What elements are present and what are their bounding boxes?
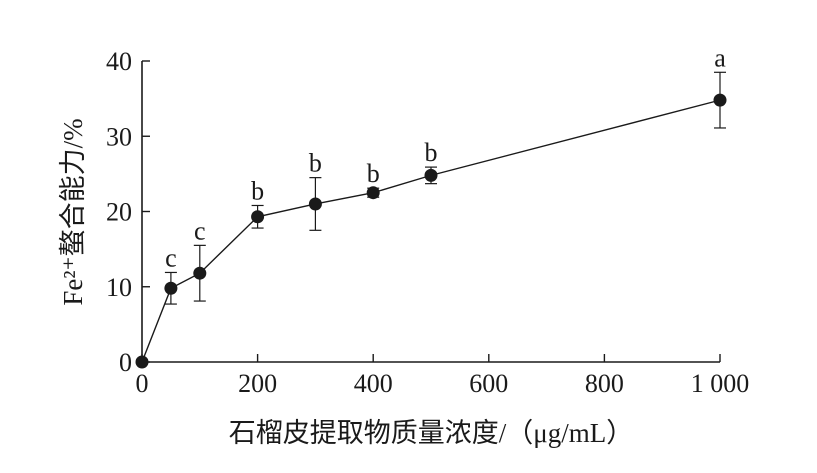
y-tick-label: 40 — [106, 47, 132, 76]
significance-letter: a — [714, 43, 726, 72]
x-tick-label: 800 — [585, 369, 624, 398]
y-axis-label: Fe²⁺螯合能力/% — [58, 118, 88, 305]
x-ticks: 0 200 400 600 800 1 000 — [136, 354, 750, 398]
y-tick-label: 0 — [119, 348, 132, 377]
x-axis-label: 石榴皮提取物质量浓度/（μg/mL） — [229, 418, 633, 448]
data-point — [366, 186, 380, 200]
data-point — [251, 210, 265, 224]
significance-letter: b — [425, 138, 438, 167]
x-tick-label: 200 — [238, 369, 277, 398]
data-point — [713, 93, 727, 107]
x-tick-label: 1 000 — [691, 369, 750, 398]
x-tick-label: 400 — [354, 369, 393, 398]
y-tick-label: 30 — [106, 122, 132, 151]
y-tick-label: 20 — [106, 198, 132, 227]
significance-letter: b — [251, 176, 264, 205]
data-point — [193, 266, 207, 280]
series: cc b b b b a — [135, 43, 727, 369]
data-point — [308, 197, 322, 211]
data-point — [135, 355, 149, 369]
x-tick-label: 0 — [136, 369, 149, 398]
data-point — [164, 281, 178, 295]
y-ticks: 0 10 20 30 40 — [106, 47, 150, 377]
significance-letter: b — [309, 149, 322, 178]
significance-letter: c — [194, 216, 206, 245]
data-point — [424, 168, 438, 182]
significance-letter: b — [367, 159, 380, 188]
y-tick-label: 10 — [106, 273, 132, 302]
x-tick-label: 600 — [469, 369, 508, 398]
significance-letter: c — [165, 243, 177, 272]
axes — [141, 61, 720, 363]
